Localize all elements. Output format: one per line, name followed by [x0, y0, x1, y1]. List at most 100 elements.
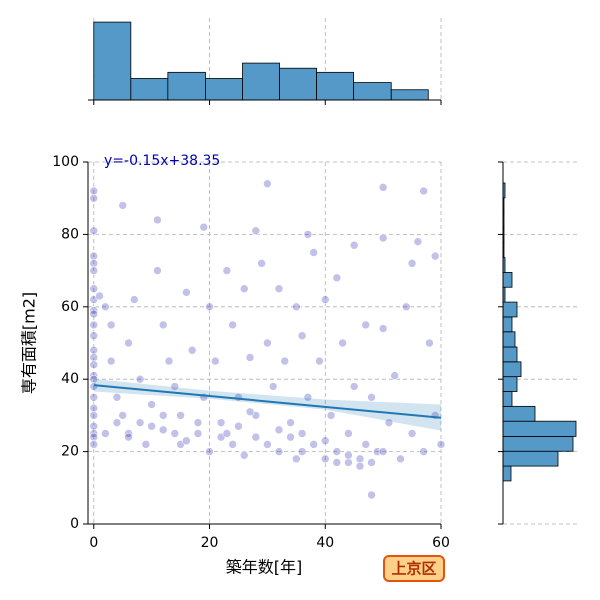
point [187, 345, 197, 355]
point [245, 353, 255, 362]
y-tick-label: 60 [61, 299, 79, 315]
point [89, 193, 99, 203]
point [158, 320, 168, 330]
point [309, 248, 318, 257]
point [315, 356, 324, 366]
point [378, 324, 388, 333]
y-tick-label: 80 [61, 226, 79, 242]
point [124, 432, 133, 442]
point [245, 407, 255, 417]
point [303, 392, 313, 402]
point [89, 432, 99, 442]
point [89, 371, 99, 380]
point [263, 440, 272, 449]
point [101, 302, 110, 312]
regression-line [93, 384, 442, 419]
point [135, 374, 145, 384]
point [297, 447, 307, 456]
confidence-band [93, 378, 441, 431]
point [89, 306, 99, 315]
point [89, 360, 99, 370]
hist-bar [502, 465, 512, 482]
point [89, 186, 99, 196]
point [344, 458, 353, 467]
hist-bar [242, 62, 280, 101]
point [297, 429, 307, 438]
point [274, 425, 284, 435]
point [89, 309, 99, 319]
point [135, 418, 145, 427]
point [349, 382, 359, 391]
hist-bar [502, 346, 518, 363]
point [239, 450, 249, 460]
point [257, 259, 266, 268]
point [430, 251, 440, 261]
point [228, 320, 237, 330]
point [205, 447, 214, 456]
point [436, 440, 446, 449]
point [228, 440, 237, 449]
point [89, 226, 99, 236]
point [193, 418, 203, 427]
point [176, 411, 185, 420]
point [344, 429, 353, 438]
point [378, 183, 388, 192]
badge-box [383, 555, 445, 582]
point [251, 226, 261, 236]
point [153, 266, 162, 275]
point [89, 421, 99, 431]
y-tick-label: 40 [61, 371, 79, 387]
point [141, 440, 151, 449]
point [95, 291, 104, 301]
hist-bar [93, 21, 132, 101]
point [147, 421, 156, 431]
point [118, 411, 128, 420]
point [349, 240, 359, 250]
y-tick-label: 20 [61, 444, 79, 460]
point [344, 450, 353, 460]
point [320, 454, 330, 464]
hist-bar [353, 82, 392, 101]
point [147, 400, 156, 409]
point [170, 429, 180, 438]
x-axis-label: 築年数[年] [226, 558, 303, 577]
x-tick-label: 20 [201, 535, 219, 551]
point [332, 273, 342, 283]
point [309, 440, 318, 449]
hist-bar [502, 391, 513, 407]
y-tick-label: 100 [52, 154, 79, 170]
point [211, 356, 220, 366]
point [263, 179, 272, 189]
point [124, 338, 133, 348]
point [332, 458, 342, 467]
point [193, 429, 203, 438]
point [355, 461, 365, 471]
point [419, 447, 428, 456]
point [286, 418, 295, 427]
hist-bar [502, 361, 522, 378]
point [199, 222, 209, 232]
point [332, 447, 342, 456]
point [182, 288, 191, 297]
hist-bar [502, 331, 516, 348]
point [378, 233, 388, 243]
point [89, 331, 99, 341]
point [367, 458, 376, 467]
point [89, 259, 99, 268]
point [251, 432, 261, 442]
point [419, 186, 428, 196]
hist-bar [390, 89, 429, 101]
hist-bar [205, 78, 243, 101]
point [89, 403, 99, 413]
point [89, 266, 99, 275]
annotation: y=-0.15x+38.35 [104, 153, 220, 169]
point [396, 454, 405, 464]
point [292, 454, 301, 464]
point [280, 356, 290, 366]
x-tick-label: 0 [89, 535, 98, 551]
point [158, 425, 168, 435]
point [216, 418, 226, 427]
point [303, 230, 313, 239]
point [205, 302, 214, 312]
